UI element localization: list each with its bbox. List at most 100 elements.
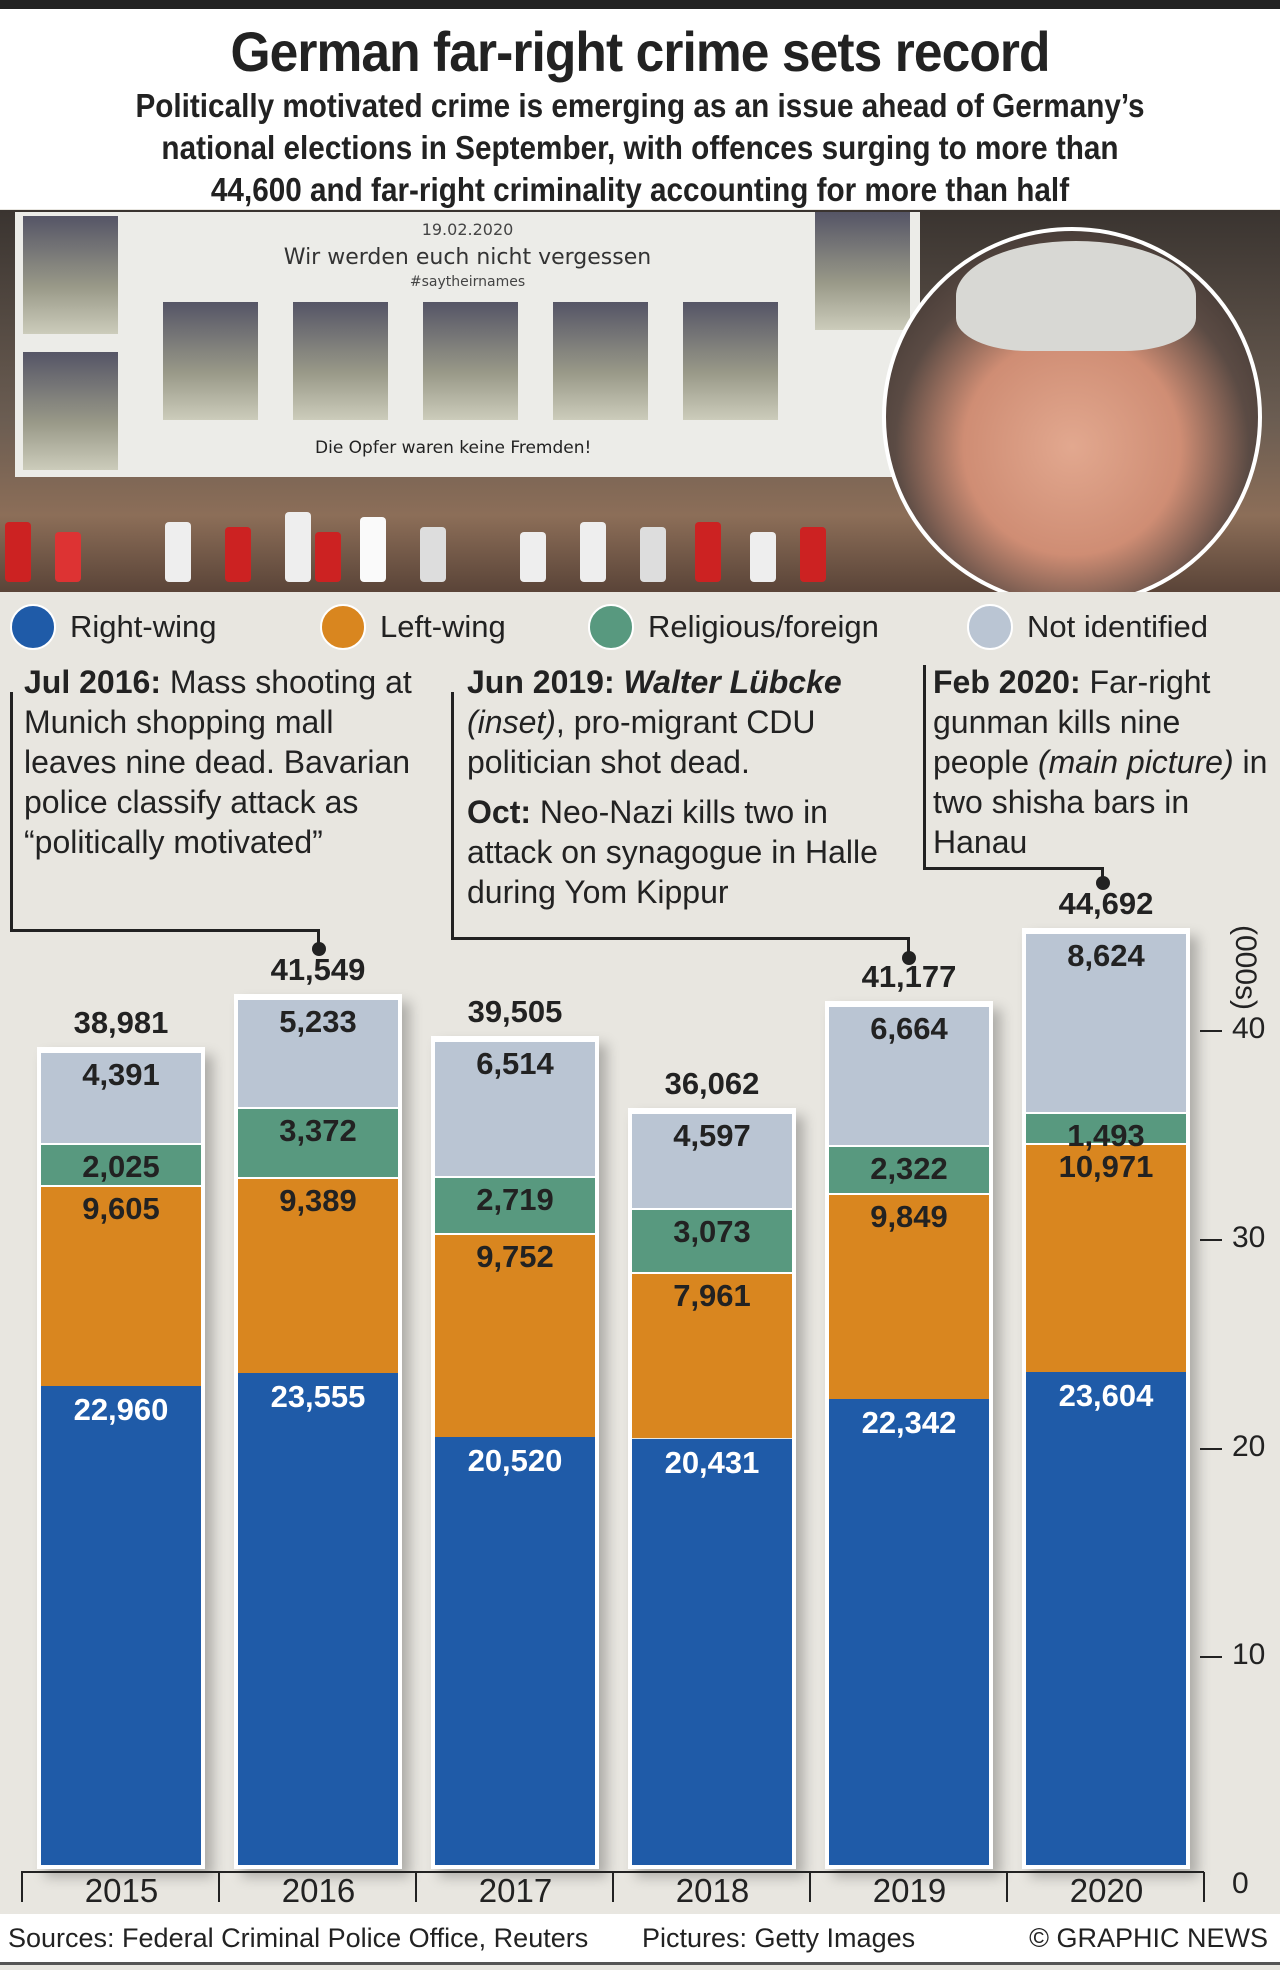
bar-segment-religious-foreign (435, 1176, 595, 1234)
segment-label: 7,961 (673, 1278, 751, 1314)
x-tick-label: 2018 (675, 1872, 750, 1909)
bar-segment-left-wing (632, 1272, 792, 1439)
x-tick-label: 2020 (1069, 1872, 1144, 1909)
bar-segment-right-wing (435, 1436, 595, 1865)
inset-portrait (882, 227, 1262, 592)
x-tick (809, 1872, 811, 1902)
main-photo: 19.02.2020 Wir werden euch nicht vergess… (0, 210, 1280, 592)
leader-dot (902, 951, 916, 965)
bar-segment-right-wing (1026, 1372, 1186, 1865)
poster-hashtag: #saytheirnames (409, 274, 526, 290)
bar-segment-religious-foreign (632, 1208, 792, 1273)
bar-frame (825, 1001, 993, 1869)
bar-segment-left-wing (238, 1177, 398, 1374)
bar-segment-right-wing (41, 1385, 201, 1865)
legend-dot (10, 604, 56, 650)
segment-label: 4,597 (673, 1118, 751, 1154)
header: German far-right crime sets record Polit… (0, 9, 1280, 209)
x-axis-line (21, 1871, 1204, 1873)
x-tick (1203, 1872, 1205, 1902)
bar-segment-religious-foreign (829, 1144, 989, 1193)
bar-segment-not-identified (1026, 932, 1186, 1113)
bar-frame (431, 1036, 599, 1869)
subtitle-line: 44,600 and far-right criminality account… (210, 171, 1070, 208)
leader-dot (1096, 876, 1110, 890)
y-tick (1200, 1447, 1222, 1450)
segment-label: 5,233 (279, 1003, 357, 1039)
y-tick-label: 40 (1232, 1012, 1266, 1045)
y-tick (1200, 1030, 1222, 1032)
bar-segment-religious-foreign (41, 1142, 201, 1186)
x-tick-label: 2016 (281, 1872, 356, 1909)
bar-segment-right-wing (829, 1398, 989, 1865)
segment-label: 23,604 (1058, 1378, 1154, 1414)
bar-segment-right-wing (632, 1438, 792, 1865)
segment-label: 6,514 (476, 1046, 554, 1082)
x-tick (1006, 1872, 1008, 1902)
segment-label: 9,389 (279, 1183, 357, 1219)
total-label: 41,549 (270, 951, 366, 987)
y-tick-label: 20 (1232, 1429, 1266, 1463)
legend-label: Religious/foreign (648, 609, 879, 644)
bar-segment-not-identified (435, 1040, 595, 1177)
total-label: 39,505 (467, 994, 563, 1030)
annotation-jun-2019: Jun 2019: Walter Lübcke (inset), pro-mig… (467, 664, 878, 910)
copyright: © GRAPHIC NEWS (1029, 1922, 1268, 1953)
legend-dot (967, 604, 1013, 650)
total-label: 36,062 (664, 1066, 760, 1102)
footer: Sources: Federal Criminal Police Office,… (0, 1914, 1280, 1962)
x-tick (21, 1872, 23, 1902)
top-bar (0, 0, 1280, 9)
subtitle-line: Politically motivated crime is emerging … (135, 87, 1145, 124)
bar-segment-left-wing (829, 1193, 989, 1399)
x-tick-label: 2017 (478, 1872, 553, 1909)
segment-label: 23,555 (270, 1379, 366, 1415)
segment-label: 4,391 (82, 1057, 160, 1093)
picture-credit: Pictures: Getty Images (642, 1922, 916, 1953)
annotation-jul-2016: Jul 2016: Mass shooting at Munich shoppi… (24, 664, 412, 860)
poster-date: 19.02.2020 (421, 220, 514, 239)
sources: Sources: Federal Criminal Police Office,… (8, 1922, 589, 1953)
bar-segment-religious-foreign (1026, 1112, 1186, 1144)
segment-label: 10,971 (1058, 1149, 1154, 1185)
y-axis-unit: (000s) (1229, 925, 1262, 1011)
segment-label: 8,624 (1067, 938, 1145, 974)
total-label: 41,177 (861, 959, 957, 995)
memorial-poster: 19.02.2020 Wir werden euch nicht vergess… (15, 212, 920, 477)
bar-segment-not-identified (632, 1112, 792, 1209)
segment-label: 2,719 (476, 1182, 554, 1218)
segment-label: 22,342 (861, 1404, 957, 1440)
legend-dot (320, 604, 366, 650)
legend-label: Right-wing (70, 609, 217, 644)
segment-label: 2,322 (870, 1150, 948, 1186)
y-tick-label: 30 (1232, 1220, 1266, 1254)
poster-banner: Wir werden euch nicht vergessen (283, 245, 652, 270)
page-title: German far-right crime sets record (230, 20, 1050, 83)
bar-frame (37, 1047, 205, 1869)
segment-label: 3,073 (673, 1214, 751, 1250)
bar-segment-left-wing (41, 1185, 201, 1386)
bar-frame (628, 1108, 796, 1869)
annotation-feb-2020: Feb 2020: Far-right gunman kills nine pe… (933, 664, 1268, 860)
segment-label: 9,605 (82, 1191, 160, 1227)
x-tick (218, 1872, 220, 1902)
segment-label: 3,372 (279, 1112, 357, 1148)
x-tick (612, 1872, 614, 1902)
segment-label: 20,520 (467, 1442, 563, 1478)
segment-label: 22,960 (73, 1391, 169, 1427)
segment-label: 2,025 (82, 1148, 160, 1184)
segment-label: 1,493 (1067, 1118, 1145, 1154)
bar-segment-religious-foreign (238, 1106, 398, 1178)
legend-religious-foreign: Religious/foreign (588, 603, 879, 651)
bar-frame (1022, 928, 1190, 1869)
y-tick-label: 10 (1232, 1638, 1266, 1672)
total-label: 38,981 (73, 1005, 169, 1041)
legend-label: Not identified (1027, 609, 1208, 644)
leader-dot (312, 942, 326, 956)
legend-right-wing: Right-wing (10, 603, 216, 651)
x-tick (415, 1872, 417, 1902)
legend-not-identified: Not identified (967, 603, 1208, 651)
x-tick-label: 2019 (872, 1872, 947, 1909)
bar-segment-not-identified (829, 1005, 989, 1145)
y-tick (1200, 1238, 1222, 1241)
